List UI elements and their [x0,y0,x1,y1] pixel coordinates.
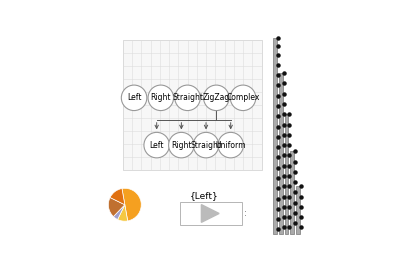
Polygon shape [201,205,219,222]
Text: Straight: Straight [172,93,203,102]
Bar [290,151,294,234]
Text: Uniform: Uniform [216,141,246,150]
Bar [279,73,282,234]
Text: Right: Right [171,141,192,150]
Bar [296,186,300,234]
Text: Right: Right [150,93,171,102]
Text: {Left}: {Left} [189,191,218,200]
Circle shape [169,132,194,158]
Text: ZigZag: ZigZag [203,93,230,102]
Circle shape [175,85,200,111]
Circle shape [144,132,170,158]
Text: Left: Left [127,93,141,102]
Text: Left: Left [150,141,164,150]
Bar [273,38,277,234]
Circle shape [121,85,147,111]
Bar [284,114,288,234]
Circle shape [193,132,219,158]
Circle shape [218,132,244,158]
Text: :: : [244,209,246,218]
Bar [123,40,262,170]
Circle shape [230,85,256,111]
Text: Complex: Complex [226,93,260,102]
Circle shape [148,85,174,111]
Circle shape [204,85,229,111]
Text: Straight: Straight [190,141,222,150]
Bar [180,202,242,225]
